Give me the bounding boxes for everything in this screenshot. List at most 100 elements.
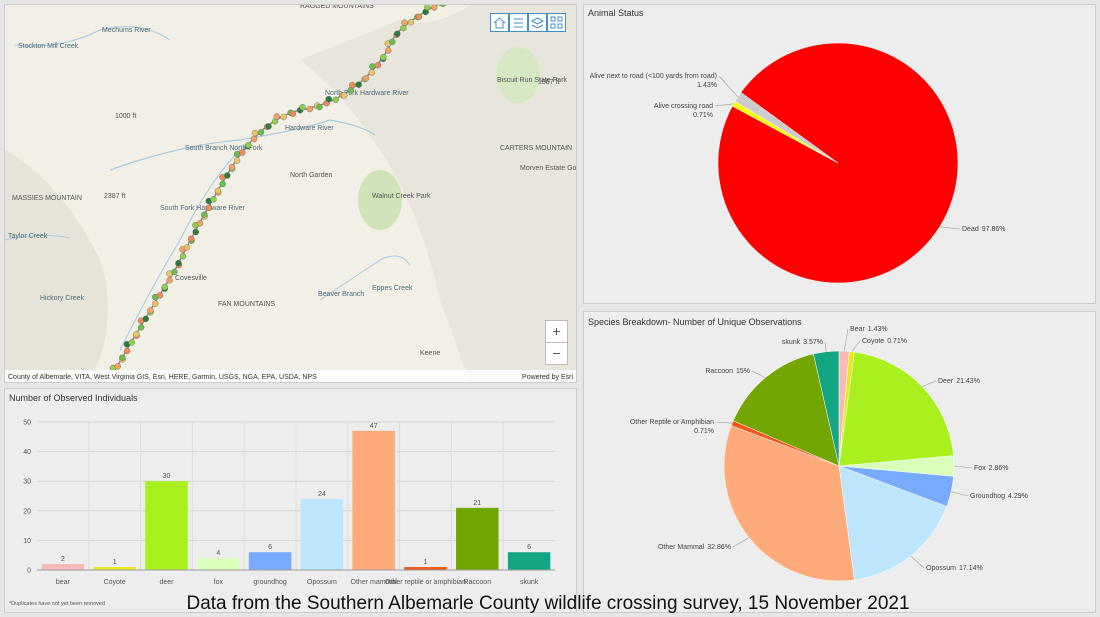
leader-line [824,341,827,352]
x-tick-label: Other reptile or amphibian [385,579,466,586]
observation-dot [119,354,126,361]
leader-line [715,421,733,424]
slice-label: Alive crossing road 0.71% [654,103,713,119]
map-label: 2387 ft [104,193,125,200]
slice-value: 15% [736,368,750,375]
observation-dot [152,300,159,307]
observation-dot [374,61,382,69]
observation-dot [239,149,246,156]
attribution-bar [5,370,576,382]
map-label: Morven Estate Golf Course [520,165,605,172]
observation-dot [440,5,446,7]
slice-value: 4.29% [1008,493,1028,500]
bar [300,498,344,570]
observation-dot [114,363,121,370]
zoom-out-button[interactable] [545,342,568,365]
basemap-button[interactable] [547,13,566,32]
attribution: County of Albemarle, VITA, West Virginia… [8,374,317,381]
slice-label: Other Reptile or Amphibian 0.71% [630,419,714,435]
river [5,234,71,241]
observation-dot [205,204,213,212]
map-label: Beaver Branch [318,291,364,298]
value-label: 2 [61,556,65,563]
observation-dot [415,13,423,21]
slice-category: Raccoon [705,368,733,375]
value-label: 47 [370,423,378,430]
slice-label: Dead 97.86% [962,226,1005,233]
slice-value: 0.71% [693,112,713,119]
pie-slice [838,465,947,581]
observation-dot [394,30,401,37]
observation-dot [142,315,149,323]
observation-dot [265,123,272,130]
map-label: Eppes Creek [372,285,413,292]
observation-dot [401,19,408,26]
terrain [300,5,576,382]
chart-title: Animal Status [588,8,644,18]
slice-label: Other Mammal 32.86% [658,544,731,551]
slice-category: Bear [850,326,865,333]
x-tick-label: bear [56,579,71,586]
observation-dot [210,196,217,203]
map-label: Taylor Creek [8,233,48,240]
park [358,170,402,230]
x-tick-label: skunk [520,579,539,586]
x-tick-label: deer [159,579,174,586]
observation-dot [179,253,187,260]
legend-icon [514,18,523,28]
map-toolbar[interactable]: + − [490,13,568,365]
slice-category: Alive crossing road [654,103,713,110]
map-label: South Branch North Fork [185,145,263,152]
slice-category: Fox [974,465,986,472]
map-label: Hickory Creek [40,295,84,302]
pie-slice [717,42,959,284]
slice-label: Deer 21.43% [938,378,980,385]
observation-dot [245,141,252,149]
layers-button[interactable] [528,13,547,32]
slice-value: 3.57% [803,339,823,346]
observation-dot [369,63,376,70]
x-tick-label: Raccoon [463,579,491,586]
footnote: *Duplicates have not yet been removed [9,601,105,607]
observation-dot [289,110,297,118]
observation-dot [147,307,154,314]
home-button[interactable] [490,13,509,32]
map-label: North Garden [290,172,333,179]
leader-line [718,75,739,98]
leader-line [732,537,750,548]
observation-dot [161,283,168,291]
observation-dot [137,324,145,331]
value-label: 24 [318,491,326,498]
leader-line [851,340,861,352]
slice-label: Opossum 17.14% [926,565,983,572]
slice-value: 1.43% [697,82,717,89]
observation-dot [389,38,396,46]
observation-dot [228,163,236,171]
slice-category: Alive next to road (<100 yards from road… [590,73,717,80]
y-tick-label: 40 [23,449,31,456]
observation-dot [187,235,195,242]
leader-line [939,226,961,230]
map-label: Walnut Creek Park [372,193,431,200]
observation-dot [257,129,265,136]
observation-dot [251,129,259,137]
observation-dot [368,69,375,76]
observation-dot [233,150,241,158]
bar [507,552,551,570]
value-label: 21 [473,500,481,507]
map[interactable]: RAGGED MOUNTAINS Stockton Mill Creek Mechu… [5,0,605,382]
bar [93,567,136,570]
slice-label: Raccoon 15% [705,368,750,375]
map-label: MASSIES MOUNTAIN [12,195,82,202]
observation-dot [332,96,339,104]
observation-dot [384,47,392,54]
observation-dot [219,180,226,188]
slice-value: 17.14% [959,565,983,572]
observation-dot [407,19,415,26]
slice-value: 2.86% [989,465,1009,472]
bar [352,430,395,570]
slice-label: skunk 3.57% [782,339,823,346]
slice-value: 0.71% [887,338,907,345]
zoom-out-label: − [552,345,560,361]
pie-slice [723,425,855,582]
